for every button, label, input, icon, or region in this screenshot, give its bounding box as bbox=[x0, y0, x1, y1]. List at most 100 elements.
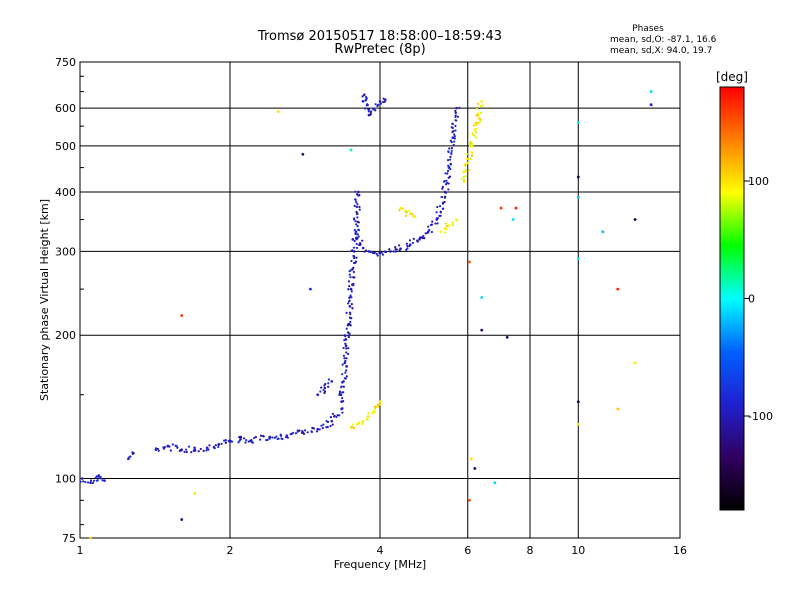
series-X-point bbox=[444, 231, 447, 234]
series-O-point bbox=[268, 435, 272, 438]
series-O-point bbox=[376, 254, 379, 257]
series-O-point bbox=[251, 441, 254, 444]
series-O-point bbox=[273, 436, 276, 439]
series-O-point bbox=[356, 220, 359, 223]
series-X-point bbox=[351, 423, 354, 426]
series-O-point bbox=[169, 449, 172, 452]
phases-info-x: mean, sd,X: 94.0, 19.7 bbox=[610, 46, 712, 56]
series-X-point bbox=[372, 411, 376, 414]
series-O-point bbox=[426, 230, 430, 234]
series-O-point bbox=[259, 438, 262, 441]
series-O-point bbox=[450, 147, 454, 150]
series-O-point bbox=[341, 411, 344, 414]
series-O-point bbox=[361, 246, 365, 250]
series-O-point bbox=[187, 445, 191, 448]
series-O-point bbox=[101, 479, 104, 482]
scatter-point bbox=[180, 314, 184, 317]
y-tick-label: 750 bbox=[55, 56, 76, 69]
x-axis-ticks: 1 2 4 6 8 10 16 bbox=[77, 544, 688, 557]
series-O-point bbox=[320, 386, 323, 389]
series-O-point bbox=[318, 428, 321, 431]
y-tick-label: 100 bbox=[55, 473, 76, 486]
series-O-point bbox=[369, 111, 372, 114]
series-O-point bbox=[183, 450, 186, 454]
series-O-point bbox=[217, 443, 220, 446]
series-X-point bbox=[462, 178, 466, 182]
scatter-point bbox=[468, 498, 471, 502]
series-O-point bbox=[306, 431, 309, 434]
series-X-point bbox=[466, 161, 470, 165]
series-O-point bbox=[245, 438, 248, 442]
series-O-point bbox=[355, 193, 359, 196]
series-O-point bbox=[451, 122, 454, 125]
series-O-point bbox=[343, 339, 346, 342]
series-O-point bbox=[427, 225, 430, 228]
series-O-point bbox=[347, 347, 350, 350]
scatter-point bbox=[616, 287, 620, 291]
series-O-point bbox=[358, 193, 361, 197]
series-O-point bbox=[344, 335, 347, 338]
series-O-point bbox=[91, 481, 95, 485]
series-O-point bbox=[349, 276, 352, 279]
series-X-point bbox=[444, 222, 448, 225]
series-O-point bbox=[442, 207, 445, 210]
series-O-point bbox=[347, 288, 350, 291]
series-O-point bbox=[362, 93, 366, 97]
series-O-point bbox=[431, 220, 434, 223]
series-X-point bbox=[405, 214, 408, 217]
series-O-point bbox=[286, 436, 289, 439]
series-O-point bbox=[435, 217, 438, 220]
series-O-point bbox=[356, 225, 359, 228]
series-X-point bbox=[375, 405, 378, 408]
series-X-point bbox=[470, 154, 474, 157]
series-O-point bbox=[323, 390, 327, 393]
series-O-point bbox=[353, 261, 356, 265]
y-tick-label: 300 bbox=[55, 245, 76, 258]
series-X-point bbox=[352, 427, 356, 430]
series-O-point bbox=[129, 455, 132, 458]
series-O-point bbox=[353, 255, 356, 258]
series-O-point bbox=[348, 285, 351, 288]
series-O-point bbox=[354, 198, 357, 201]
series-O-point bbox=[351, 238, 354, 241]
series-O-point bbox=[344, 338, 348, 341]
series-O-point bbox=[316, 393, 319, 396]
series-O-point bbox=[449, 155, 452, 158]
series-O-point bbox=[217, 445, 220, 449]
series-O-point bbox=[220, 442, 223, 445]
series-O-point bbox=[349, 320, 352, 324]
series-O-point bbox=[197, 450, 200, 453]
series-O-point bbox=[224, 438, 227, 442]
series-O-point bbox=[296, 429, 299, 432]
series-O-point bbox=[275, 435, 278, 438]
series-O-point bbox=[80, 477, 84, 480]
series-O-point bbox=[357, 190, 360, 194]
x-tick-label: 1 bbox=[77, 544, 84, 557]
series-X-point bbox=[455, 218, 458, 221]
series-O-point bbox=[428, 228, 431, 232]
series-O-point bbox=[452, 129, 455, 133]
series-O-point bbox=[239, 437, 242, 441]
series-X-point bbox=[462, 175, 465, 179]
series-O-point bbox=[163, 445, 166, 449]
series-O-point bbox=[450, 149, 453, 152]
series-O-point bbox=[434, 222, 437, 225]
series-O-point bbox=[338, 392, 341, 395]
series-O-point bbox=[389, 250, 392, 253]
series-O-point bbox=[420, 236, 423, 239]
series-X-point bbox=[473, 128, 477, 132]
series-O-point bbox=[254, 435, 257, 439]
series-O-point bbox=[344, 344, 348, 348]
series-O-point bbox=[184, 448, 188, 451]
series-O-point bbox=[341, 397, 344, 400]
series-X-point bbox=[464, 168, 467, 171]
series-X-point bbox=[468, 169, 471, 172]
series-O-point bbox=[448, 147, 451, 150]
series-O-point bbox=[335, 415, 338, 419]
series-O-point bbox=[447, 164, 450, 167]
scatter-point bbox=[576, 400, 580, 404]
series-O-point bbox=[444, 172, 447, 175]
series-O-point bbox=[279, 433, 282, 436]
series-X-point bbox=[475, 107, 478, 111]
x-axis-label: Frequency [MHz] bbox=[334, 558, 426, 571]
